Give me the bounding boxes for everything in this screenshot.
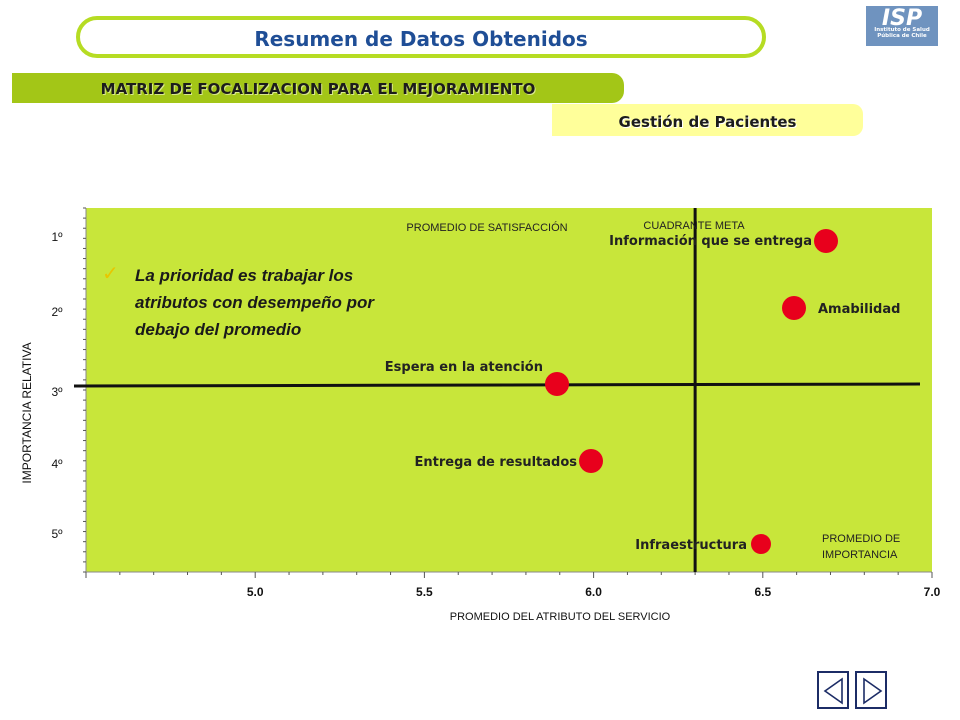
data-point-label: Infraestructura bbox=[635, 538, 747, 553]
importance-average-annotation: IMPORTANCIA bbox=[822, 549, 898, 561]
data-point bbox=[579, 449, 603, 473]
triangle-left-icon bbox=[823, 677, 843, 705]
y-tick-label: 2º bbox=[51, 305, 63, 319]
priority-note-line: La prioridad es trabajar los bbox=[135, 266, 353, 285]
data-point-label: Amabilidad bbox=[818, 302, 900, 317]
importance-average-line bbox=[73, 382, 921, 388]
priority-note-line: debajo del promedio bbox=[135, 320, 301, 339]
section-title: Gestión de Pacientes bbox=[618, 113, 797, 131]
x-tick-label: 7.0 bbox=[924, 585, 941, 599]
triangle-right-icon bbox=[863, 677, 883, 705]
satisfaction-average-annotation: PROMEDIO DE SATISFACCIÓN bbox=[406, 221, 567, 234]
matrix-banner bbox=[12, 73, 624, 103]
plot-area bbox=[86, 208, 932, 572]
data-point-label: Entrega de resultados bbox=[415, 455, 578, 470]
next-slide-button[interactable] bbox=[855, 671, 887, 709]
x-tick-label: 6.5 bbox=[754, 585, 771, 599]
x-tick-label: 6.0 bbox=[585, 585, 602, 599]
data-point-label: Información que se entrega bbox=[609, 234, 812, 249]
data-point bbox=[814, 229, 838, 253]
data-point bbox=[782, 296, 806, 320]
priority-note-line: atributos con desempeño por bbox=[135, 293, 375, 312]
page-title: Resumen de Datos Obtenidos bbox=[254, 27, 588, 51]
section-banner bbox=[552, 104, 863, 136]
y-tick-label: 5º bbox=[51, 527, 63, 541]
data-point bbox=[751, 534, 771, 554]
data-point-label: Espera en la atención bbox=[385, 360, 543, 375]
data-point bbox=[545, 372, 569, 396]
x-tick-label: 5.5 bbox=[416, 585, 433, 599]
y-tick-label: 1º bbox=[51, 230, 63, 244]
isp-logo: ISP bbox=[866, 6, 938, 46]
target-quadrant-annotation: CUADRANTE META bbox=[643, 220, 745, 232]
importance-average-annotation: PROMEDIO DE bbox=[822, 533, 900, 545]
y-tick-label: 3º bbox=[51, 385, 63, 399]
title-frame bbox=[76, 16, 766, 58]
y-axis-label: IMPORTANCIA RELATIVA bbox=[20, 342, 34, 483]
x-tick-label: 5.0 bbox=[247, 585, 264, 599]
matrix-title: MATRIZ DE FOCALIZACION PARA EL MEJORAMIE… bbox=[100, 80, 536, 98]
logo-subtext: Instituto de Salud Pública de Chile bbox=[874, 27, 930, 39]
check-icon: ✓ bbox=[102, 261, 119, 285]
prev-slide-button[interactable] bbox=[817, 671, 849, 709]
y-tick-label: 4º bbox=[51, 457, 63, 471]
x-axis-label: PROMEDIO DEL ATRIBUTO DEL SERVICIO bbox=[450, 611, 671, 623]
logo-text: ISP bbox=[881, 6, 923, 31]
